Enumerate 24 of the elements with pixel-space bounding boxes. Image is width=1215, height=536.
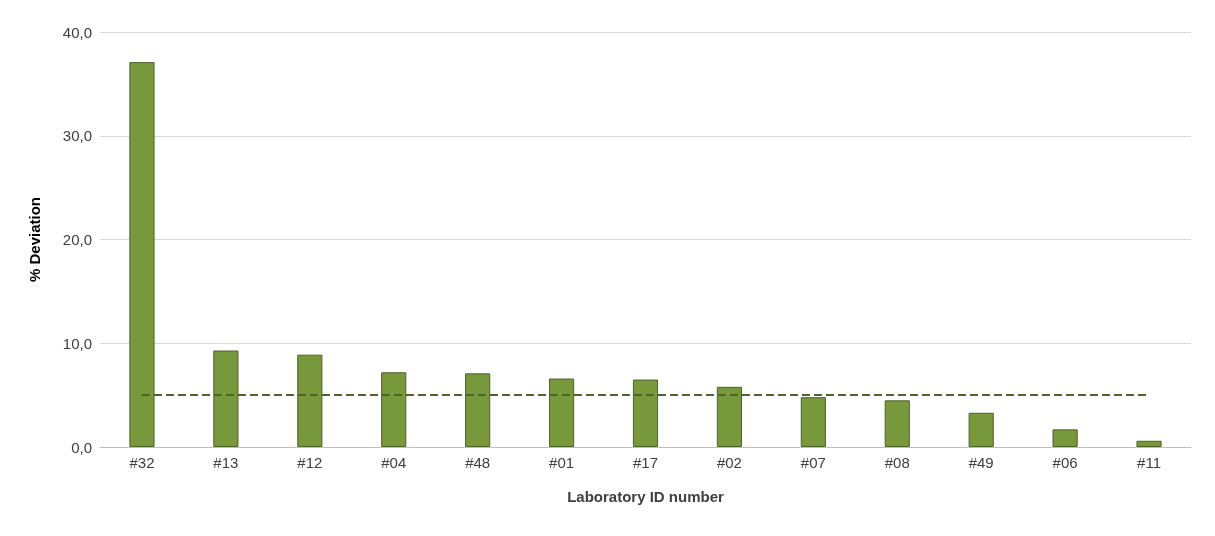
x-tick-label: #17 xyxy=(632,454,659,471)
y-tick-label: 30,0 xyxy=(62,127,92,145)
y-tick-label: 0,0 xyxy=(71,438,92,456)
x-tick-label: #07 xyxy=(800,454,826,471)
x-tick-label: #49 xyxy=(968,454,994,471)
y-tick-label: 40,0 xyxy=(62,23,92,41)
x-tick-label: #32 xyxy=(129,454,155,471)
x-tick-label: #48 xyxy=(465,454,491,471)
x-axis-title: Laboratory ID number xyxy=(567,488,725,505)
y-tick-label: 10,0 xyxy=(62,334,92,352)
x-tick-label: #02 xyxy=(716,454,742,471)
x-tick-label: #11 xyxy=(1137,454,1161,471)
x-tick-label: #08 xyxy=(884,454,910,471)
x-tick-label: #12 xyxy=(297,454,323,471)
bar xyxy=(1052,429,1078,447)
bar xyxy=(1136,440,1162,447)
x-tick-label: #01 xyxy=(549,454,575,471)
bar xyxy=(968,412,994,447)
x-tick-label: #06 xyxy=(1052,454,1078,471)
bar xyxy=(884,400,910,447)
y-tick-label: 20,0 xyxy=(62,231,92,248)
x-tick-label: #04 xyxy=(381,454,407,471)
x-tick-label: #13 xyxy=(213,454,239,471)
y-axis-title: % Deviation xyxy=(26,196,43,283)
